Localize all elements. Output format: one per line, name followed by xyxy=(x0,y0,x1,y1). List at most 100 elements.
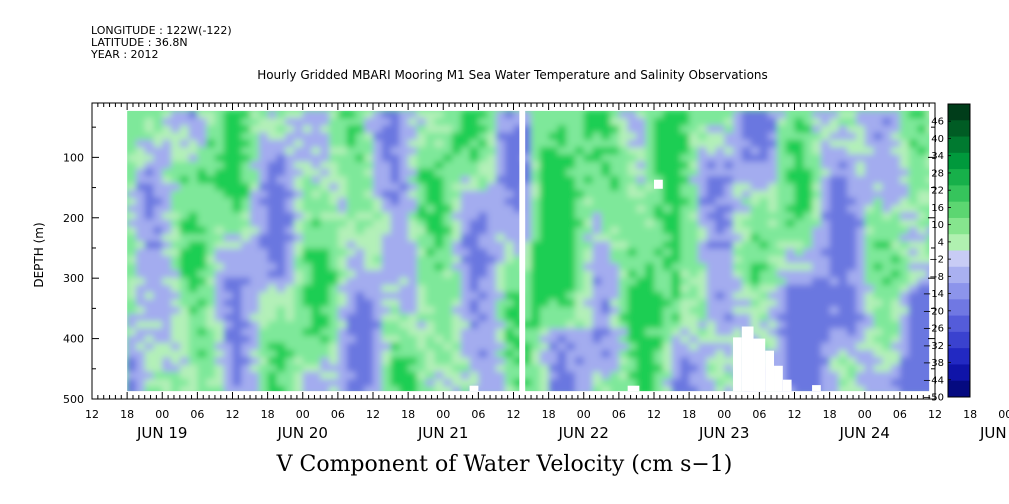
field-cell xyxy=(171,219,182,229)
field-cell xyxy=(899,306,911,316)
field-cell xyxy=(171,190,182,200)
field-cell xyxy=(855,219,867,229)
field-cell xyxy=(513,263,524,272)
field-cell xyxy=(917,110,928,120)
field-cell xyxy=(206,328,217,338)
field-cell xyxy=(601,371,612,381)
field-cell xyxy=(373,284,384,294)
field-cell xyxy=(662,132,674,142)
field-cell xyxy=(329,110,340,120)
field-cell xyxy=(355,197,366,207)
field-cell xyxy=(794,154,805,164)
field-cell xyxy=(434,190,445,200)
field-cell xyxy=(697,270,709,280)
field-cell xyxy=(346,212,357,222)
field-cell xyxy=(891,386,902,396)
field-cell xyxy=(188,357,199,367)
field-cell xyxy=(627,248,638,258)
field-cell xyxy=(144,161,155,171)
field-cell xyxy=(373,168,384,178)
field-cell xyxy=(346,321,357,330)
field-cell xyxy=(566,125,577,135)
field-cell xyxy=(917,226,928,236)
field-cell xyxy=(583,255,595,265)
field-cell xyxy=(864,364,876,374)
field-cell xyxy=(618,284,630,294)
field-cell xyxy=(662,110,674,120)
field-cell xyxy=(346,313,357,323)
field-cell xyxy=(759,212,770,222)
field-cell xyxy=(820,118,832,127)
field-cell xyxy=(434,342,445,352)
field-cell xyxy=(311,248,322,258)
field-cell xyxy=(803,183,814,193)
field-cell xyxy=(355,125,366,135)
field-cell xyxy=(847,357,858,367)
field-cell xyxy=(179,284,191,294)
field-cell xyxy=(855,328,867,338)
field-cell xyxy=(320,212,331,222)
field-cell xyxy=(583,292,595,301)
field-cell xyxy=(829,205,840,214)
field-cell xyxy=(171,386,182,396)
field-cell xyxy=(812,110,823,120)
field-cell xyxy=(522,212,533,222)
field-cell xyxy=(381,118,393,127)
field-cell xyxy=(785,299,796,309)
field-cell xyxy=(206,335,217,345)
field-cell xyxy=(214,212,226,222)
field-cell xyxy=(171,313,182,323)
field-cell xyxy=(794,241,805,251)
field-cell xyxy=(188,379,199,388)
field-cell xyxy=(636,212,647,222)
field-cell xyxy=(706,335,717,345)
field-cell xyxy=(759,183,770,193)
field-cell xyxy=(320,379,331,388)
field-cell xyxy=(724,219,735,229)
field-cell xyxy=(179,248,191,258)
field-cell xyxy=(337,342,349,352)
field-cell xyxy=(610,277,621,287)
field-cell xyxy=(478,263,489,272)
field-cell xyxy=(285,147,296,156)
field-cell xyxy=(750,110,761,120)
field-cell xyxy=(706,386,717,396)
field-cell xyxy=(741,248,753,258)
field-cell xyxy=(320,125,331,135)
field-cell xyxy=(381,255,393,265)
field-cell xyxy=(812,205,823,214)
field-cell xyxy=(636,321,647,330)
field-cell xyxy=(443,219,454,229)
field-cell xyxy=(434,350,445,359)
field-cell xyxy=(917,313,928,323)
field-cell xyxy=(601,299,612,309)
field-cell xyxy=(645,350,656,359)
field-cell xyxy=(460,147,472,156)
field-cell xyxy=(917,205,928,214)
field-cell xyxy=(557,299,568,309)
field-cell xyxy=(223,299,234,309)
field-cell xyxy=(355,219,366,229)
field-cell xyxy=(311,299,322,309)
mask-patch xyxy=(774,365,783,392)
field-cell xyxy=(733,241,744,251)
field-cell xyxy=(337,328,349,338)
field-cell xyxy=(197,292,208,301)
field-cell xyxy=(689,270,700,280)
field-cell xyxy=(337,118,349,127)
field-cell xyxy=(724,154,735,164)
field-cell xyxy=(645,263,656,272)
x-hour-label: 06 xyxy=(471,408,485,421)
colorbar-swatch xyxy=(948,266,970,284)
field-cell xyxy=(557,255,568,265)
field-cell xyxy=(574,292,586,301)
field-cell xyxy=(197,342,208,352)
field-cell xyxy=(847,263,858,272)
field-cell xyxy=(135,328,147,338)
field-cell xyxy=(214,350,226,359)
field-cell xyxy=(460,110,472,120)
field-cell xyxy=(487,350,498,359)
field-cell xyxy=(680,386,691,396)
field-cell xyxy=(531,379,542,388)
field-cell xyxy=(662,299,674,309)
